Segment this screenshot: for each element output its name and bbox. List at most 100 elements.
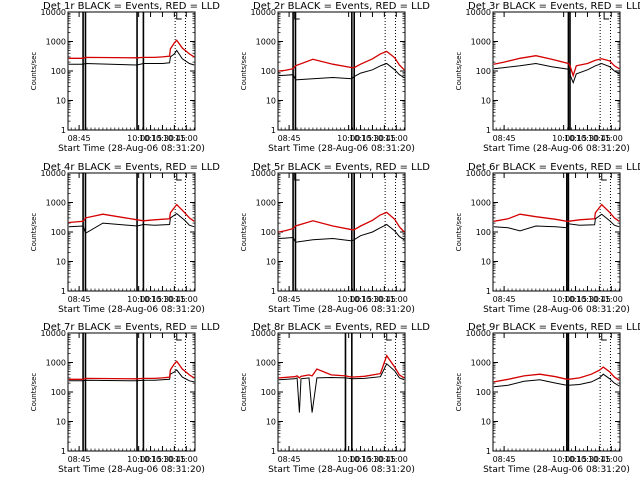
panel-title: Det 5r BLACK = Events, RED = LLD xyxy=(253,162,430,173)
series-lld-line xyxy=(68,39,195,59)
y-tick-label: 100 xyxy=(261,228,276,237)
x-tick-label: 08:45 xyxy=(493,134,516,143)
x-tick-label: 11:00 xyxy=(600,455,623,464)
x-tick-label: 08:45 xyxy=(68,455,91,464)
y-axis-label: Counts/sec xyxy=(455,373,463,412)
panel-det-7: Det 7r BLACK = Events, RED = LLD 1 10 100 10… xyxy=(30,322,220,475)
series-lld-line xyxy=(278,354,405,379)
x-axis-label: Start Time (28-Aug-06 08:31:20) xyxy=(58,465,205,475)
y-tick-label: 10000 xyxy=(251,169,276,178)
series-events-line xyxy=(68,212,195,235)
x-tick-label: 10:15 xyxy=(564,455,587,464)
y-tick-label: 10 xyxy=(266,258,276,267)
x-tick-label: 10:15 xyxy=(349,295,372,304)
x-tick-label: 11:00 xyxy=(175,295,198,304)
x-tick-label: 10:45 xyxy=(588,295,611,304)
x-tick-label: 10:45 xyxy=(163,134,186,143)
panel-title: Det 8r BLACK = Events, RED = LLD xyxy=(253,322,430,333)
y-tick-label: 10000 xyxy=(466,329,491,338)
top-marker xyxy=(176,333,182,341)
y-tick-label: 1 xyxy=(61,447,66,456)
series-events-line xyxy=(493,62,620,85)
x-tick-label: 10:00 xyxy=(337,455,360,464)
panel-det-6: Det 6r BLACK = Events, RED = LLD 1 10 100 10… xyxy=(455,162,640,315)
y-tick-label: 10000 xyxy=(466,8,491,17)
series-lld-line xyxy=(493,55,620,78)
series-lld-line xyxy=(493,203,620,222)
x-tick-label: 10:30 xyxy=(361,295,384,304)
y-axis-label: Counts/sec xyxy=(240,213,248,252)
top-marker xyxy=(176,12,182,20)
y-tick-label: 10000 xyxy=(41,8,66,17)
x-tick-label: 10:15 xyxy=(564,295,587,304)
series-lld-line xyxy=(68,360,195,380)
top-marker xyxy=(176,173,182,181)
x-tick-label: 10:30 xyxy=(576,455,599,464)
y-axis-label: Counts/sec xyxy=(30,52,38,91)
x-tick-label: 10:30 xyxy=(151,455,174,464)
x-tick-label: 10:45 xyxy=(373,455,396,464)
panel-det-8: Det 8r BLACK = Events, RED = LLD 1 10 100 10… xyxy=(240,322,430,475)
y-tick-label: 1000 xyxy=(471,38,491,47)
x-tick-label: 10:15 xyxy=(139,134,162,143)
series-events-line xyxy=(278,62,405,81)
x-axis-label: Start Time (28-Aug-06 08:31:20) xyxy=(483,144,630,154)
plot-frame xyxy=(277,332,406,452)
series-lld-line xyxy=(68,203,195,224)
x-tick-label: 10:00 xyxy=(127,134,150,143)
y-axis-label: Counts/sec xyxy=(240,373,248,412)
x-axis-label: Start Time (28-Aug-06 08:31:20) xyxy=(483,305,630,315)
y-tick-label: 1000 xyxy=(256,359,276,368)
x-tick-label: 08:45 xyxy=(278,455,301,464)
x-axis-label: Start Time (28-Aug-06 08:31:20) xyxy=(268,144,415,154)
top-marker xyxy=(603,12,610,20)
top-marker xyxy=(386,333,392,341)
x-tick-label: 10:45 xyxy=(163,295,186,304)
panel-det-1: Det 1r BLACK = Events, RED = LLD 1 10 100 10… xyxy=(30,1,220,154)
x-tick-label: 08:45 xyxy=(68,295,91,304)
x-tick-label: 10:30 xyxy=(576,295,599,304)
plot-frame xyxy=(277,11,406,131)
x-axis-label: Start Time (28-Aug-06 08:31:20) xyxy=(268,305,415,315)
x-axis-label: Start Time (28-Aug-06 08:31:20) xyxy=(58,144,205,154)
x-tick-label: 10:15 xyxy=(564,134,587,143)
x-tick-label: 10:00 xyxy=(552,455,575,464)
y-tick-label: 100 xyxy=(476,67,491,76)
panel-det-3: Det 3r BLACK = Events, RED = LLD 1 10 100 10… xyxy=(455,1,640,154)
y-tick-label: 10 xyxy=(481,418,491,427)
x-tick-label: 10:00 xyxy=(552,295,575,304)
x-tick-label: 10:45 xyxy=(373,134,396,143)
y-tick-label: 10 xyxy=(56,97,66,106)
x-axis-label: Start Time (28-Aug-06 08:31:20) xyxy=(58,305,205,315)
panel-title: Det 4r BLACK = Events, RED = LLD xyxy=(43,162,220,173)
series-events-line xyxy=(278,362,405,413)
panel-title: Det 3r BLACK = Events, RED = LLD xyxy=(468,1,640,12)
y-tick-label: 1 xyxy=(486,287,491,296)
plot-frame xyxy=(492,11,621,131)
top-marker xyxy=(601,333,607,341)
panel-det-5: Det 5r BLACK = Events, RED = LLD 1 10 100 10… xyxy=(240,162,430,315)
series-events-line xyxy=(68,369,195,383)
plot-frame xyxy=(492,172,621,292)
plot-frame xyxy=(277,172,406,292)
x-tick-label: 11:00 xyxy=(600,134,623,143)
y-tick-label: 1 xyxy=(486,447,491,456)
y-tick-label: 100 xyxy=(476,228,491,237)
panel-title: Det 2r BLACK = Events, RED = LLD xyxy=(253,1,430,12)
panel-title: Det 7r BLACK = Events, RED = LLD xyxy=(43,322,220,333)
y-tick-label: 100 xyxy=(476,388,491,397)
plot-frame xyxy=(492,332,621,452)
x-tick-label: 10:00 xyxy=(552,134,575,143)
y-tick-label: 10000 xyxy=(466,169,491,178)
x-tick-label: 10:30 xyxy=(151,134,174,143)
x-tick-label: 11:00 xyxy=(175,134,198,143)
x-tick-label: 10:00 xyxy=(127,455,150,464)
series-lld-line xyxy=(278,50,405,72)
y-tick-label: 1 xyxy=(61,126,66,135)
y-tick-label: 10 xyxy=(56,418,66,427)
y-tick-label: 1 xyxy=(271,447,276,456)
x-tick-label: 08:45 xyxy=(493,455,516,464)
y-axis-label: Counts/sec xyxy=(30,373,38,412)
y-tick-label: 10 xyxy=(266,97,276,106)
